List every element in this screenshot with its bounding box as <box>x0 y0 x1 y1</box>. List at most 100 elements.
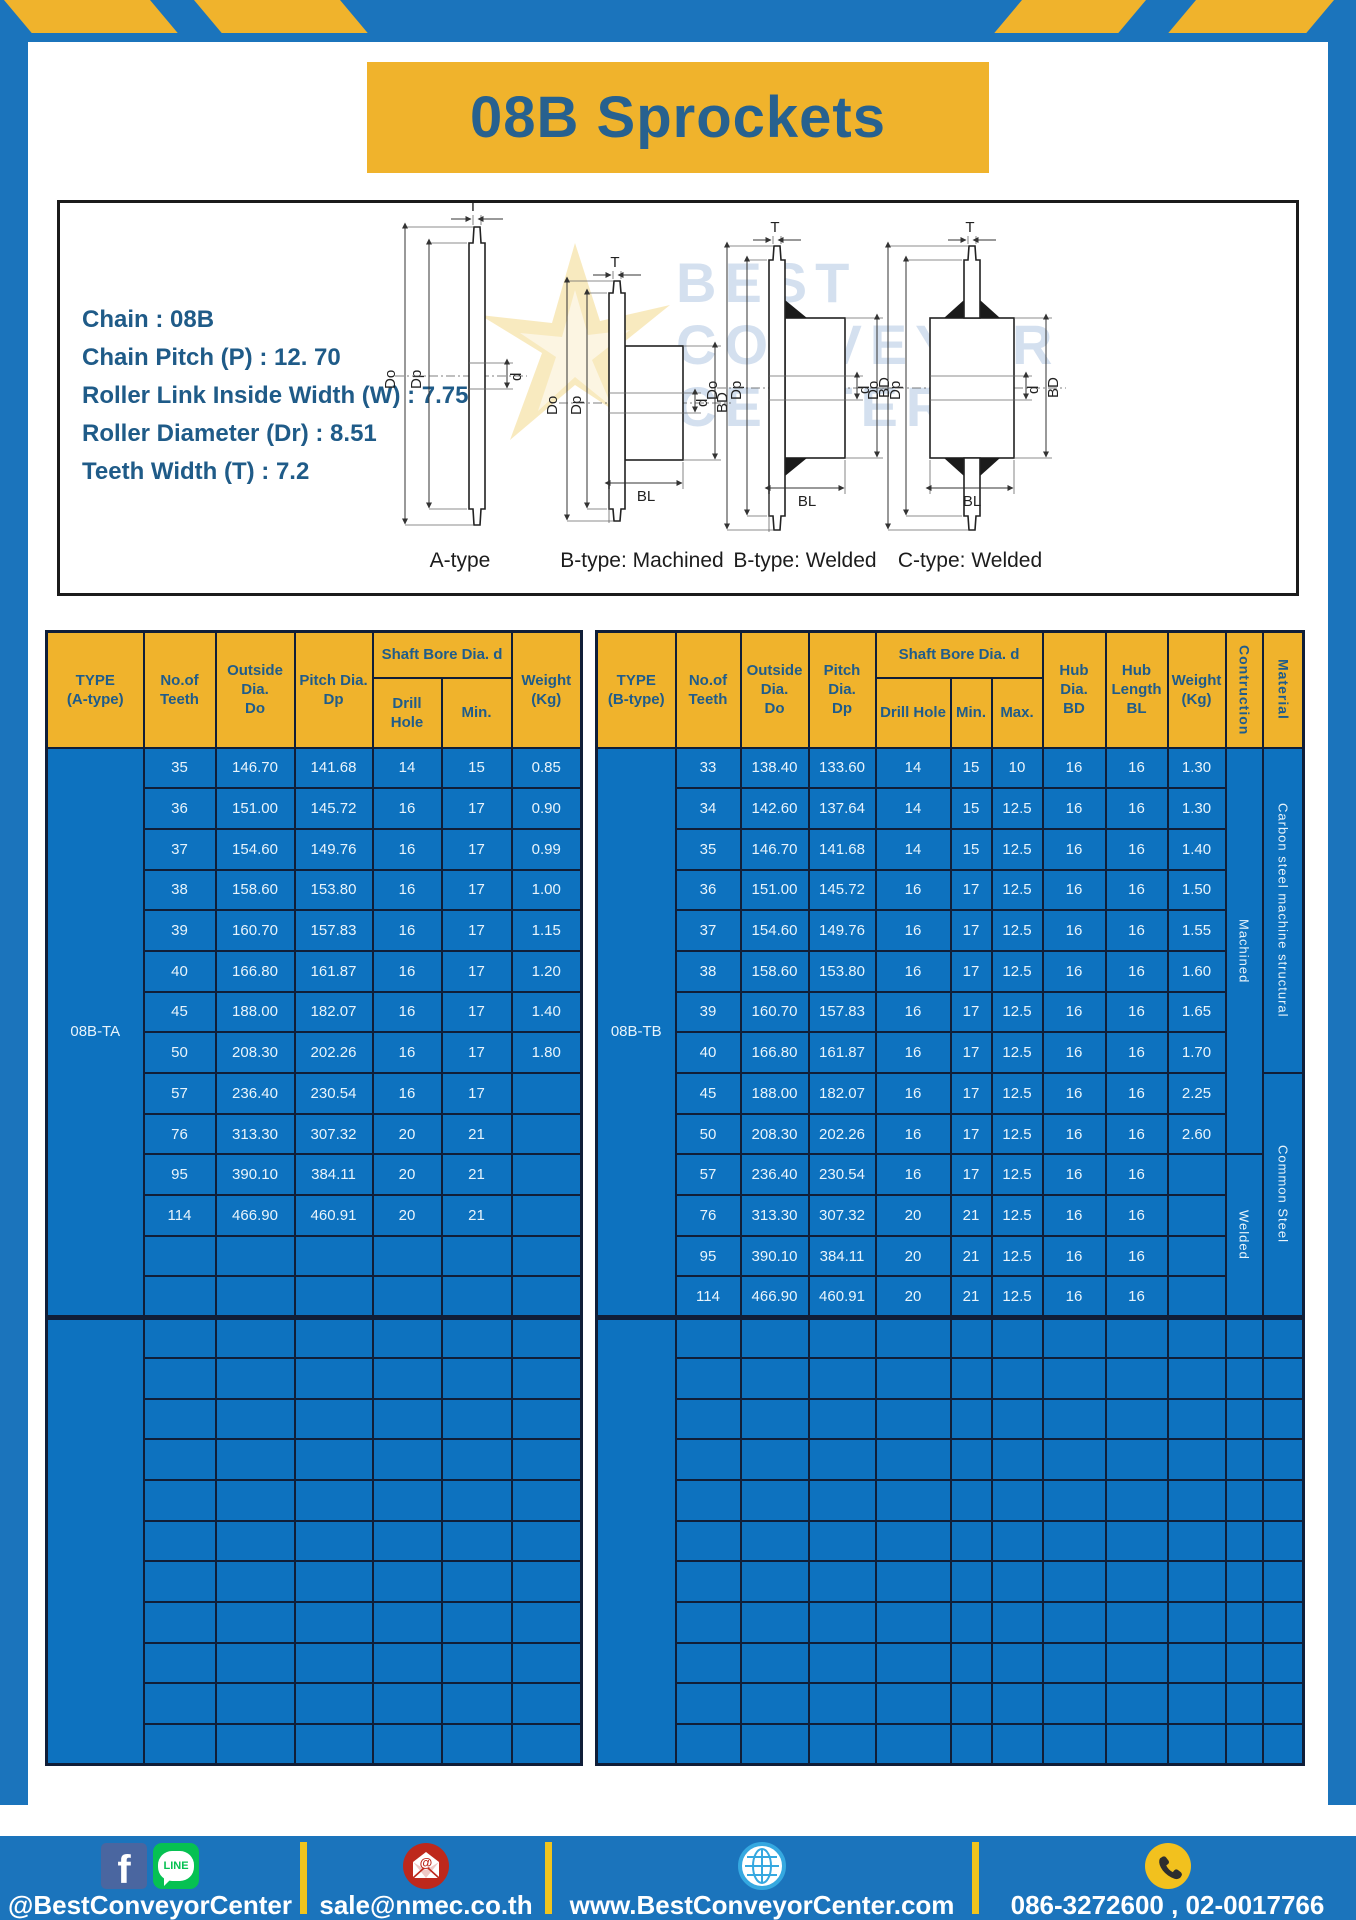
table-cell <box>214 1234 296 1278</box>
col-header-hub-length: Hub Length BL <box>1104 630 1169 749</box>
table-cell: 208.30 <box>739 1112 810 1156</box>
table-cell: 0.99 <box>510 827 583 871</box>
table-a: TYPE (A-type) No.of Teeth Outside Dia. Do Pitch… <box>45 630 583 1767</box>
table-cell: 21 <box>440 1112 513 1156</box>
table-cell <box>1224 1519 1264 1563</box>
footer-website: www.BestConveyorCenter.com <box>569 1890 955 1920</box>
col-header-shaft-bore: Shaft Bore Dia. d <box>874 630 1044 679</box>
table-cell <box>510 1194 583 1237</box>
table-cell <box>440 1275 513 1319</box>
table-cell: 39 <box>142 909 217 952</box>
svg-text:BD: BD <box>1045 377 1062 398</box>
table-cell <box>293 1275 374 1319</box>
table-cell: 45 <box>674 1072 742 1115</box>
table-cell: 16 <box>1104 1194 1169 1237</box>
table-cell <box>1104 1600 1169 1644</box>
table-cell <box>510 1275 583 1319</box>
table-cell <box>990 1641 1044 1685</box>
table-cell <box>807 1397 877 1441</box>
table-a-wrapper: TYPE (A-type) No.of Teeth Outside Dia. Do Pitch… <box>45 630 583 1767</box>
table-cell <box>293 1519 374 1563</box>
col-header-pitch-dia: Pitch Dia. Dp <box>293 630 374 749</box>
table-cell <box>739 1356 810 1400</box>
table-cell <box>739 1397 810 1441</box>
table-cell: 17 <box>949 1153 993 1197</box>
table-cell <box>990 1314 1044 1359</box>
table-cell: 236.40 <box>739 1153 810 1197</box>
table-cell <box>674 1519 742 1563</box>
table-cell <box>674 1641 742 1685</box>
table-cell: 307.32 <box>807 1194 877 1237</box>
table-cell: 0.85 <box>510 746 583 790</box>
table-cell <box>990 1560 1044 1603</box>
table-cell <box>1104 1723 1169 1766</box>
table-cell: 14 <box>874 827 952 871</box>
table-cell <box>142 1356 217 1400</box>
table-cell: 16 <box>874 990 952 1034</box>
table-b: TYPE (B-type) No.of Teeth Outside Dia. Do Pitch… <box>595 630 1305 1767</box>
table-cell: 37 <box>142 827 217 871</box>
table-cell: 16 <box>1104 1275 1169 1319</box>
table-cell: 16 <box>1041 1153 1107 1197</box>
table-cell <box>739 1314 810 1359</box>
table-cell <box>1041 1397 1107 1441</box>
type-cell-empty <box>595 1314 677 1766</box>
col-header-pitch-dia: Pitch Dia. Dp <box>807 630 877 749</box>
type-cell-08b-ta: 08B-TA <box>45 746 145 1319</box>
table-cell: 12.5 <box>990 990 1044 1034</box>
table-cell: 16 <box>371 909 443 952</box>
table-cell <box>874 1438 952 1481</box>
footer-divider <box>972 1842 979 1914</box>
table-cell <box>949 1356 993 1400</box>
table-cell <box>510 1723 583 1766</box>
table-cell <box>990 1478 1044 1522</box>
table-cell <box>371 1641 443 1685</box>
svg-text:d: d <box>508 373 525 381</box>
table-cell: 16 <box>1041 949 1107 993</box>
table-cell: 1.60 <box>1166 949 1227 993</box>
table-cell: 39 <box>674 990 742 1034</box>
table-cell <box>949 1478 993 1522</box>
table-cell: 154.60 <box>214 827 296 871</box>
table-cell: 12.5 <box>990 1153 1044 1197</box>
facebook-icon: f <box>101 1842 147 1890</box>
table-cell: 16 <box>1104 827 1169 871</box>
table-cell: 313.30 <box>214 1112 296 1156</box>
table-cell: 17 <box>440 949 513 993</box>
table-cell: 40 <box>142 949 217 993</box>
table-cell <box>371 1478 443 1522</box>
footer-social-group: f LINE @BestConveyorCenter <box>0 1836 300 1920</box>
table-cell: 16 <box>874 868 952 912</box>
table-cell <box>371 1234 443 1278</box>
construction-cell-welded: Welded <box>1224 1153 1264 1319</box>
table-cell <box>949 1641 993 1685</box>
table-cell <box>1104 1314 1169 1359</box>
table-cell <box>874 1356 952 1400</box>
table-cell <box>510 1112 583 1156</box>
table-cell: 76 <box>142 1112 217 1156</box>
table-cell: 1.70 <box>1166 1031 1227 1074</box>
table-cell <box>807 1478 877 1522</box>
sprocket-diagrams: Do Dp d T Do Dp <box>382 203 1066 532</box>
table-cell <box>371 1397 443 1441</box>
table-cell <box>440 1641 513 1685</box>
table-cell: 17 <box>949 909 993 952</box>
title-banner: 08B Sprockets <box>367 62 989 173</box>
table-cell: 16 <box>1104 1072 1169 1115</box>
table-cell <box>807 1356 877 1400</box>
col-header-type: TYPE (B-type) <box>595 630 677 749</box>
material-cell-common-steel: Common Steel <box>1261 1071 1305 1319</box>
table-cell: 1.00 <box>510 868 583 912</box>
stripe-decoration <box>194 0 368 33</box>
top-decorative-band <box>0 0 1356 42</box>
table-cell <box>1166 1560 1227 1603</box>
table-cell <box>949 1723 993 1766</box>
footer-contact-bar: f LINE @BestConveyorCenter @ sale@nmec.c… <box>0 1836 1356 1920</box>
table-cell: 236.40 <box>214 1072 296 1115</box>
table-cell <box>214 1560 296 1603</box>
table-cell: 16 <box>874 1112 952 1156</box>
footer-social-handle: @BestConveyorCenter <box>8 1890 292 1920</box>
table-cell <box>1224 1682 1264 1725</box>
col-header-teeth: No.of Teeth <box>142 630 217 749</box>
table-cell <box>510 1682 583 1725</box>
